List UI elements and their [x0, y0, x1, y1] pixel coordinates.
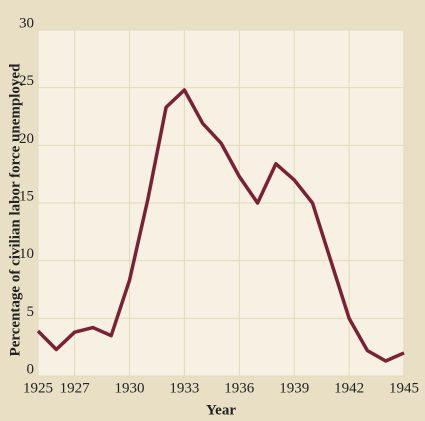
y-axis-title: Percentage of civilian labor force unemp…: [7, 63, 23, 357]
x-tick-label: 1936: [224, 380, 255, 396]
x-tick-label: 1927: [60, 380, 91, 396]
y-tick-label: 25: [19, 73, 34, 89]
x-tick-label: 1939: [279, 380, 309, 396]
data-line: [36, 88, 405, 363]
y-tick-label: 10: [19, 246, 34, 262]
y-tick-label: 30: [19, 15, 34, 31]
y-tick-label: 15: [19, 188, 34, 204]
x-tick-label: 1930: [115, 380, 145, 396]
y-tick-label: 20: [19, 131, 34, 147]
y-tick-label: 5: [27, 304, 35, 320]
x-tick-label: 1942: [334, 380, 364, 396]
x-tick-label: 1925: [23, 380, 53, 396]
x-axis-title: Year: [206, 402, 236, 418]
y-tick-label: 0: [27, 361, 35, 377]
x-tick-label: 1945: [389, 380, 419, 396]
x-tick-label: 1933: [169, 380, 199, 396]
